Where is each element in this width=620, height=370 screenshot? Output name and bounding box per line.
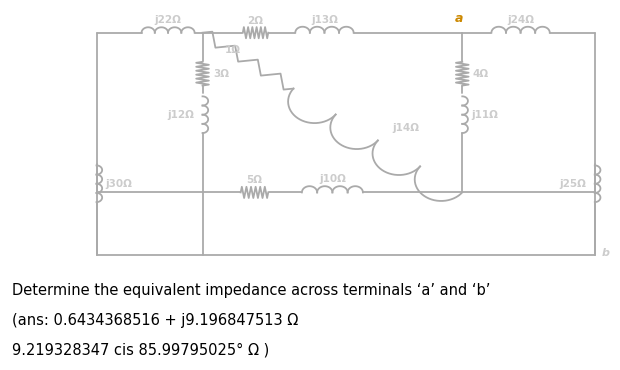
Text: b: b xyxy=(601,248,609,258)
Text: j24Ω: j24Ω xyxy=(507,15,534,25)
Text: j22Ω: j22Ω xyxy=(154,15,182,25)
Text: j10Ω: j10Ω xyxy=(319,174,346,185)
Text: j25Ω: j25Ω xyxy=(559,179,586,189)
Text: 9.219328347 cis 85.99795025° Ω ): 9.219328347 cis 85.99795025° Ω ) xyxy=(12,342,270,357)
Text: j11Ω: j11Ω xyxy=(471,110,498,120)
Text: j13Ω: j13Ω xyxy=(311,15,338,25)
Text: 4Ω: 4Ω xyxy=(473,69,489,79)
Text: j12Ω: j12Ω xyxy=(167,110,193,120)
Text: (ans: 0.6434368516 + j9.196847513 Ω: (ans: 0.6434368516 + j9.196847513 Ω xyxy=(12,313,299,328)
Text: j14Ω: j14Ω xyxy=(392,124,419,134)
Text: 1Ω: 1Ω xyxy=(225,45,241,55)
Text: 2Ω: 2Ω xyxy=(247,16,264,26)
Text: j30Ω: j30Ω xyxy=(105,179,132,189)
Text: a: a xyxy=(454,12,463,26)
Text: 3Ω: 3Ω xyxy=(213,69,229,79)
Text: 5Ω: 5Ω xyxy=(247,175,262,185)
Text: Determine the equivalent impedance across terminals ‘a’ and ‘b’: Determine the equivalent impedance acros… xyxy=(12,283,491,298)
